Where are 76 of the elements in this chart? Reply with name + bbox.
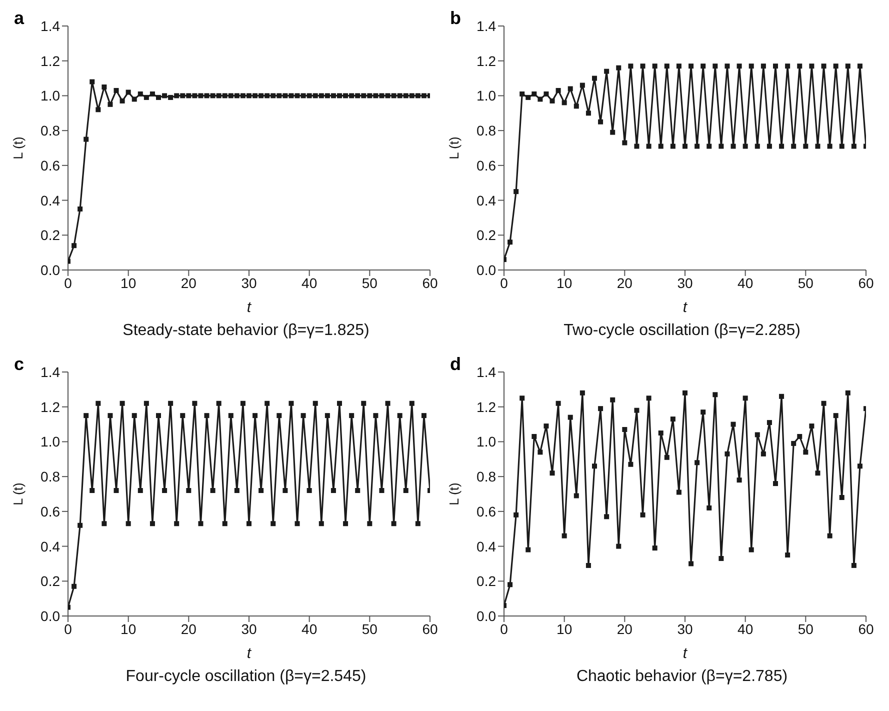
x-tick-label: 30 bbox=[677, 274, 693, 291]
x-tick-label: 60 bbox=[858, 274, 874, 291]
y-tick-label: 1.2 bbox=[40, 398, 60, 415]
y-tick-label: 1.0 bbox=[40, 88, 60, 104]
x-tick-label: 40 bbox=[302, 274, 318, 291]
text: Two-cycle oscillation (β=γ=2.285) bbox=[562, 322, 802, 340]
x-axis-title: t bbox=[682, 299, 688, 316]
x-tick-label: 20 bbox=[616, 274, 633, 291]
y-axis-title: L (t) bbox=[446, 136, 462, 160]
y-tick-label: 1.4 bbox=[40, 18, 60, 34]
x-axis-title: t bbox=[246, 645, 252, 662]
x-tick-label: 10 bbox=[120, 274, 136, 291]
y-tick-label: 0.6 bbox=[476, 157, 496, 174]
y-axis-title: L (t) bbox=[10, 136, 26, 160]
x-tick-label: 30 bbox=[241, 274, 257, 291]
x-tick-label: 50 bbox=[362, 620, 378, 637]
y-tick-label: 0.2 bbox=[476, 227, 496, 244]
y-tick-label: 0.6 bbox=[476, 503, 496, 520]
text: b bbox=[450, 8, 461, 29]
y-tick-label: 1.4 bbox=[476, 364, 496, 380]
x-tick-label: 0 bbox=[500, 620, 508, 637]
x-tick-label: 60 bbox=[422, 620, 438, 637]
x-tick-label: 40 bbox=[302, 620, 318, 637]
y-tick-label: 1.2 bbox=[40, 52, 60, 69]
x-tick-label: 10 bbox=[556, 274, 572, 291]
y-tick-label: 0.8 bbox=[476, 122, 496, 139]
y-axis-title: L (t) bbox=[446, 482, 462, 506]
text: c bbox=[14, 354, 24, 375]
x-tick-label: 40 bbox=[738, 274, 754, 291]
y-tick-label: 0.6 bbox=[40, 157, 60, 174]
y-tick-label: 0.2 bbox=[476, 573, 496, 590]
x-tick-label: 30 bbox=[241, 620, 257, 637]
y-tick-label: 0.2 bbox=[40, 573, 60, 590]
x-tick-label: 40 bbox=[738, 620, 754, 637]
y-tick-label: 0.0 bbox=[40, 262, 60, 278]
x-tick-label: 50 bbox=[798, 620, 814, 637]
y-tick-label: 0.4 bbox=[40, 192, 60, 208]
x-tick-label: 10 bbox=[556, 620, 572, 637]
y-tick-label: 0.8 bbox=[40, 122, 60, 139]
x-tick-label: 20 bbox=[180, 620, 197, 637]
y-tick-label: 1.4 bbox=[476, 18, 496, 34]
y-tick-label: 1.0 bbox=[476, 434, 496, 450]
x-tick-label: 20 bbox=[616, 620, 633, 637]
x-tick-label: 0 bbox=[500, 274, 508, 291]
x-tick-label: 60 bbox=[858, 620, 874, 637]
text: d bbox=[450, 354, 461, 375]
x-tick-label: 30 bbox=[677, 620, 693, 637]
text: a bbox=[14, 8, 24, 29]
y-tick-label: 0.0 bbox=[40, 608, 60, 624]
y-tick-label: 1.0 bbox=[40, 434, 60, 450]
y-tick-label: 1.4 bbox=[40, 364, 60, 380]
y-tick-label: 0.4 bbox=[476, 538, 496, 554]
y-axis-title: L (t) bbox=[10, 482, 26, 506]
y-tick-label: 0.4 bbox=[40, 538, 60, 554]
y-tick-label: 0.0 bbox=[476, 608, 496, 624]
x-tick-label: 50 bbox=[362, 274, 378, 291]
y-tick-label: 0.6 bbox=[40, 503, 60, 520]
x-tick-label: 0 bbox=[64, 620, 72, 637]
text: Four-cycle oscillation (β=γ=2.545) bbox=[124, 668, 368, 686]
x-tick-label: 10 bbox=[120, 620, 136, 637]
y-tick-label: 0.8 bbox=[40, 468, 60, 485]
text: Steady-state behavior (β=γ=1.825) bbox=[122, 322, 370, 340]
text: Chaotic behavior (β=γ=2.785) bbox=[575, 668, 789, 686]
y-tick-label: 0.0 bbox=[476, 262, 496, 278]
y-tick-label: 0.2 bbox=[40, 227, 60, 244]
x-axis-title: t bbox=[246, 299, 252, 316]
x-axis-title: t bbox=[682, 645, 688, 662]
y-tick-label: 0.4 bbox=[476, 192, 496, 208]
x-tick-label: 20 bbox=[180, 274, 197, 291]
y-tick-label: 1.2 bbox=[476, 52, 496, 69]
x-tick-label: 0 bbox=[64, 274, 72, 291]
y-tick-label: 0.8 bbox=[476, 468, 496, 485]
x-tick-label: 60 bbox=[422, 274, 438, 291]
y-tick-label: 1.0 bbox=[476, 88, 496, 104]
x-tick-label: 50 bbox=[798, 274, 814, 291]
y-tick-label: 1.2 bbox=[476, 398, 496, 415]
